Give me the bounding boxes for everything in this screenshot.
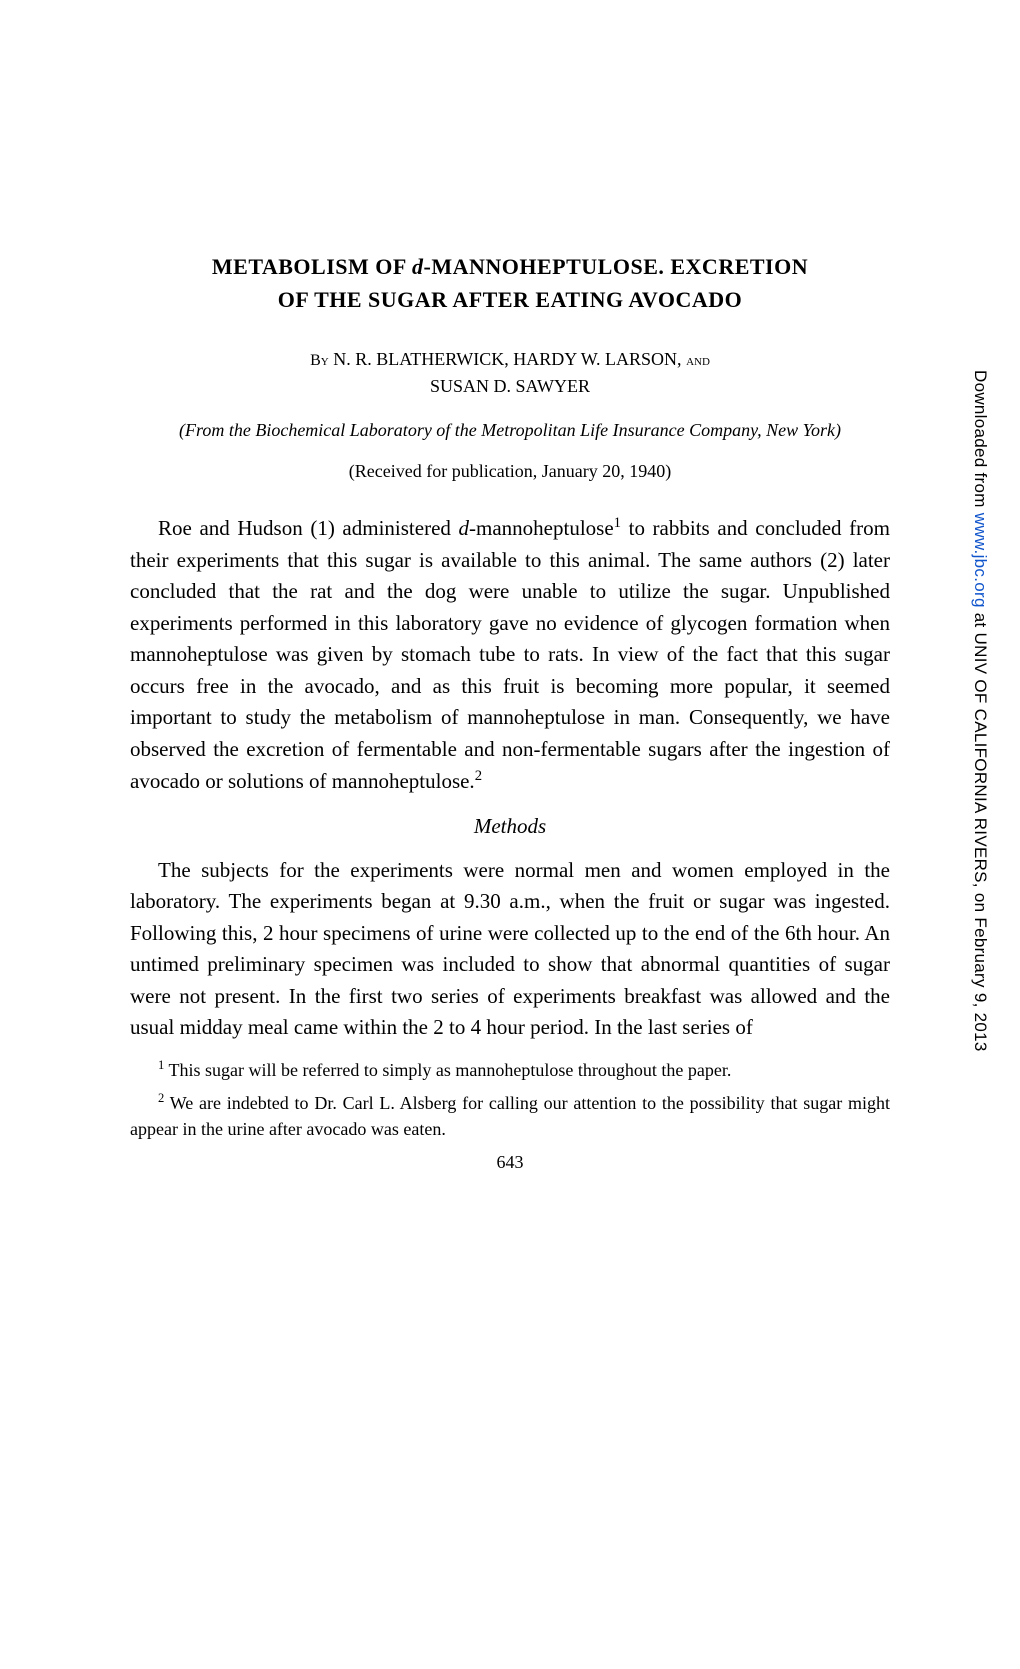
page-number: 643 xyxy=(130,1152,890,1173)
paragraph-1: Roe and Hudson (1) administered d-mannoh… xyxy=(130,512,890,798)
download-sidebar: Downloaded from www.jbc.org at UNIV OF C… xyxy=(970,370,990,1052)
footnote-1: 1 This sugar will be referred to simply … xyxy=(130,1056,890,1083)
p1-part3: to rabbits and concluded from their expe… xyxy=(130,516,890,793)
received-date: (Received for publication, January 20, 1… xyxy=(130,461,890,482)
sidebar-prefix: Downloaded from xyxy=(971,370,990,513)
fn1-text: This sugar will be referred to simply as… xyxy=(164,1060,731,1080)
title-line1-part2: -MANNOHEPTULOSE. EXCRETION xyxy=(424,254,809,279)
paragraph-2: The subjects for the experiments were no… xyxy=(130,855,890,1044)
title-italic-d: d xyxy=(412,254,424,279)
p1-part2: -mannoheptulose xyxy=(469,516,614,540)
methods-heading: Methods xyxy=(130,814,890,839)
p1-sup2: 2 xyxy=(475,768,482,784)
author-names-line1: N. R. BLATHERWICK, HARDY W. LARSON, xyxy=(329,349,686,369)
footnote-2: 2 We are indebted to Dr. Carl L. Alsberg… xyxy=(130,1089,890,1142)
p1-italic: d xyxy=(459,516,470,540)
p1-part1: Roe and Hudson (1) administered xyxy=(158,516,459,540)
authors: By N. R. BLATHERWICK, HARDY W. LARSON, a… xyxy=(130,346,890,400)
author-names-line2: SUSAN D. SAWYER xyxy=(430,376,590,396)
by-label: By xyxy=(310,352,329,369)
p1-sup1: 1 xyxy=(614,515,621,531)
document-page: METABOLISM OF d-MANNOHEPTULOSE. EXCRETIO… xyxy=(0,0,1020,1273)
sidebar-suffix: at UNIV OF CALIFORNIA RIVERS, on Februar… xyxy=(971,608,990,1052)
article-title: METABOLISM OF d-MANNOHEPTULOSE. EXCRETIO… xyxy=(130,250,890,316)
sidebar-link[interactable]: www.jbc.org xyxy=(971,513,990,608)
and-label: and xyxy=(686,352,710,369)
affiliation: (From the Biochemical Laboratory of the … xyxy=(130,418,890,443)
title-line1-part1: METABOLISM OF xyxy=(212,254,412,279)
fn2-text: We are indebted to Dr. Carl L. Alsberg f… xyxy=(130,1093,890,1139)
title-line2: OF THE SUGAR AFTER EATING AVOCADO xyxy=(278,287,743,312)
